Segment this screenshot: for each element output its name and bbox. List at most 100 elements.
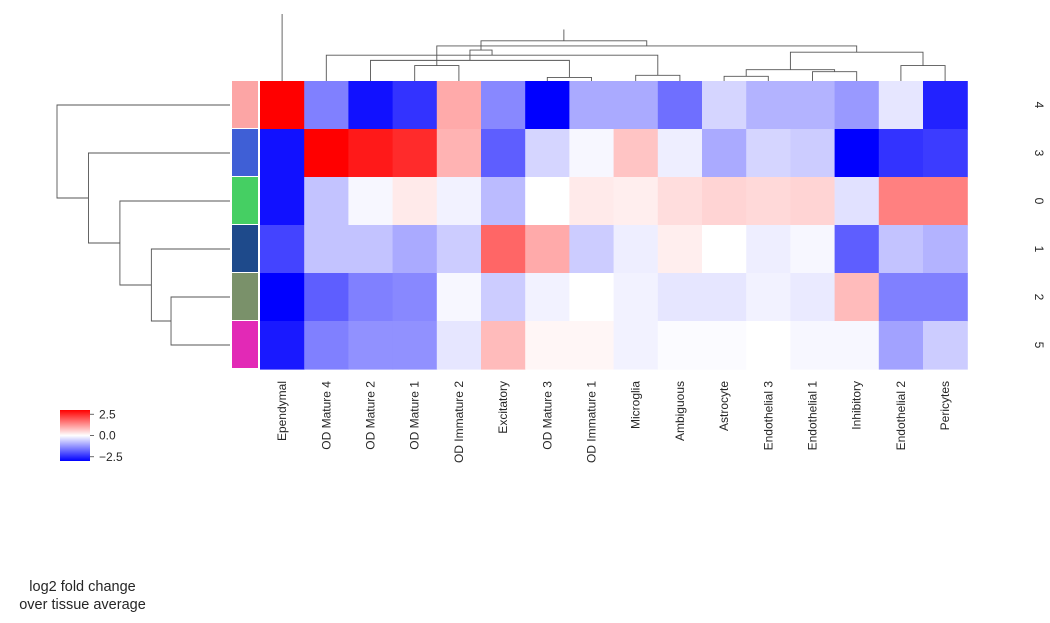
heatmap-cell-3-8 (613, 129, 659, 178)
heatmap-cell-4-6 (525, 81, 570, 130)
heatmap-cell-0-6 (525, 177, 570, 226)
heatmap-cell-4-14 (878, 81, 924, 130)
row-color-2 (232, 273, 258, 320)
colorbar: 2.5 0.0 −2.5 (60, 407, 123, 464)
heatmap-cell-0-7 (569, 177, 615, 226)
column-label: OD Mature 2 (364, 381, 378, 450)
row-color-5 (232, 321, 258, 368)
heatmap-cell-4-9 (657, 81, 703, 130)
heatmap-cell-5-6 (525, 321, 570, 370)
column-dendrogram-link (436, 45, 858, 66)
heatmap-cell-5-4 (436, 321, 482, 370)
heatmap-cell-2-13 (834, 273, 880, 322)
heatmap-cell-1-1 (304, 225, 349, 274)
heatmap-cell-5-14 (878, 321, 924, 370)
row-dendrogram-link (56, 104, 230, 199)
heatmap-cell-2-3 (392, 273, 438, 322)
heatmap-cell-4-5 (481, 81, 526, 130)
heatmap-cell-2-8 (613, 273, 659, 322)
heatmap-cell-4-11 (746, 81, 791, 130)
heatmap-cell-1-11 (746, 225, 791, 274)
heatmap-cell-5-1 (304, 321, 349, 370)
heatmap-cell-2-10 (702, 273, 747, 322)
heatmap-cell-4-1 (304, 81, 349, 130)
heatmap-cell-4-8 (613, 81, 659, 130)
row-label: 2 (1032, 294, 1046, 301)
heatmap-cell-4-3 (392, 81, 438, 130)
heatmap-cell-4-0 (260, 81, 305, 130)
heatmap-cell-3-3 (392, 129, 438, 178)
column-dendrogram-link (414, 65, 460, 81)
heatmap-cell-3-2 (348, 129, 394, 178)
row-label: 1 (1032, 246, 1046, 253)
column-label: Microglia (629, 381, 643, 429)
row-label: 5 (1032, 342, 1046, 349)
column-label: OD Immature 1 (585, 381, 599, 463)
column-label: OD Mature 4 (319, 381, 333, 450)
heatmap-cell-5-11 (746, 321, 791, 370)
row-color-strip (232, 81, 258, 368)
heatmap-cell-5-15 (923, 321, 968, 370)
heatmap-cell-1-0 (260, 225, 305, 274)
heatmap-cell-2-2 (348, 273, 394, 322)
heatmap-cell-5-12 (790, 321, 836, 370)
column-label: Endothelial 3 (761, 381, 775, 451)
colorbar-gradient (60, 410, 90, 461)
heatmap-cell-1-14 (878, 225, 924, 274)
row-color-3 (232, 129, 258, 176)
heatmap-cell-2-12 (790, 273, 836, 322)
heatmap-cell-0-9 (657, 177, 703, 226)
row-color-0 (232, 177, 258, 224)
heatmap-cell-0-15 (923, 177, 968, 226)
heatmap-cell-4-2 (348, 81, 394, 130)
heatmap-cell-3-12 (790, 129, 836, 178)
row-dendrogram-link (119, 200, 230, 286)
heatmap-cell-2-5 (481, 273, 526, 322)
heatmap-cell-4-13 (834, 81, 880, 130)
column-label: Excitatory (496, 381, 510, 434)
column-label: Endothelial 2 (894, 381, 908, 451)
column-dendrogram-link (635, 74, 681, 81)
heatmap-cell-0-11 (746, 177, 791, 226)
column-dendrogram-link (789, 51, 924, 70)
heatmap-cell-1-15 (923, 225, 968, 274)
column-labels: Ependymal OD Mature 4 OD Mature 2 OD Mature… (275, 381, 952, 463)
heatmap-cell-0-12 (790, 177, 836, 226)
heatmap-cell-3-4 (436, 129, 482, 178)
heatmap-cell-0-0 (260, 177, 305, 226)
column-dendrogram-link (723, 75, 769, 81)
column-dendrogram-link (480, 40, 648, 51)
heatmap-cell-1-12 (790, 225, 836, 274)
heatmap-cell-4-10 (702, 81, 747, 130)
heatmap-cell-1-5 (481, 225, 526, 274)
heatmap-cell-1-4 (436, 225, 482, 274)
row-dendrogram-link (170, 296, 230, 346)
colorbar-tick-label: 2.5 (99, 407, 116, 421)
heatmap-cell-5-2 (348, 321, 394, 370)
heatmap-cell-0-13 (834, 177, 880, 226)
colorbar-tick-label: 0.0 (99, 429, 116, 443)
colorbar-title: log2 fold change over tissue average (19, 579, 146, 613)
row-dendrogram (56, 104, 230, 346)
heatmap-cell-5-13 (834, 321, 880, 370)
heatmap-cell-5-5 (481, 321, 526, 370)
heatmap-cell-0-1 (304, 177, 349, 226)
heatmap-cell-0-5 (481, 177, 526, 226)
heatmap-cell-0-8 (613, 177, 659, 226)
column-label: Ambiguous (673, 381, 687, 441)
heatmap-cell-5-10 (702, 321, 747, 370)
heatmap-cell-3-6 (525, 129, 570, 178)
heatmap-cell-2-6 (525, 273, 570, 322)
row-labels: 4 3 0 1 2 5 (1032, 102, 1046, 349)
column-label: OD Immature 2 (452, 381, 466, 463)
heatmap-cell-4-7 (569, 81, 615, 130)
column-label: Inhibitory (850, 381, 864, 430)
column-dendrogram (281, 14, 946, 81)
heatmap-cell-3-14 (878, 129, 924, 178)
row-color-1 (232, 225, 258, 272)
heatmap-cell-3-5 (481, 129, 526, 178)
heatmap-cell-2-15 (923, 273, 968, 322)
row-label: 4 (1032, 102, 1046, 109)
heatmap-cell-2-7 (569, 273, 615, 322)
heatmap-cell-4-4 (436, 81, 482, 130)
